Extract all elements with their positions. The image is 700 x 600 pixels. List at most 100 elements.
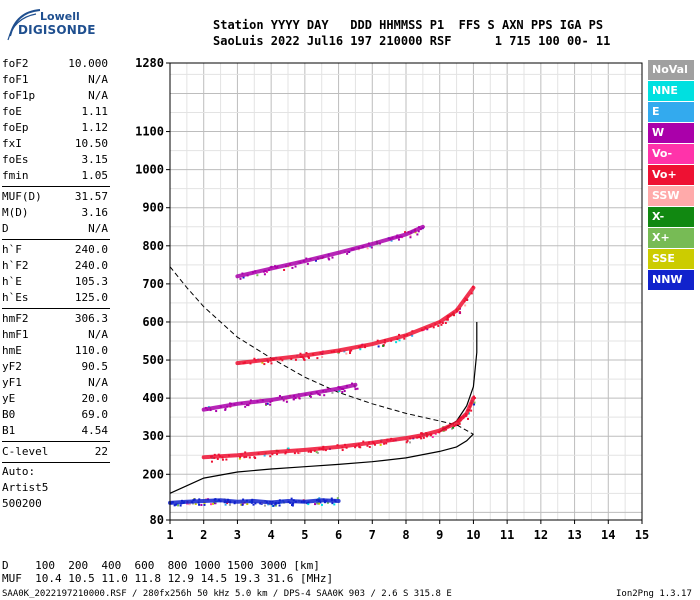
echo-point — [254, 502, 257, 505]
param-label: B0 — [2, 408, 16, 421]
echo-point — [263, 454, 266, 457]
param-label: C-level — [2, 445, 49, 458]
echo-point — [294, 358, 297, 361]
echo-point — [224, 408, 227, 411]
echo-point — [341, 449, 344, 452]
series-line-2 — [169, 266, 474, 435]
echo-point — [369, 245, 372, 248]
param-row: h`F2 240.0 — [2, 258, 110, 274]
echo-point — [291, 502, 294, 505]
echo-point — [285, 398, 288, 401]
echo-point — [244, 405, 247, 408]
series-line-0 — [169, 433, 474, 494]
echo-point — [416, 233, 419, 236]
autoscale-program: Artist5 — [2, 481, 49, 494]
echo-point — [331, 502, 334, 505]
echo-point — [292, 398, 295, 401]
echo-point — [316, 357, 319, 360]
echo-point — [210, 503, 213, 506]
series-line-6 — [235, 224, 425, 279]
x-tick-label: 10 — [466, 528, 480, 542]
param-value: 105.3 — [74, 275, 108, 288]
echo-point — [450, 427, 453, 430]
param-row: foF2 10.000 — [2, 56, 110, 72]
echo-point — [457, 424, 460, 427]
echo-point — [287, 447, 290, 450]
header-line-1: Station YYYY DAY DDD HHMMSS P1 FFS S AXN… — [213, 18, 604, 32]
chart-grid — [169, 63, 643, 520]
param-row: foF1 N/A — [2, 72, 110, 88]
param-label: fxI — [2, 137, 22, 150]
param-label: foEs — [2, 153, 29, 166]
param-row: foEs 3.15 — [2, 152, 110, 168]
echo-point — [242, 276, 245, 279]
param-label: h`Es — [2, 291, 29, 304]
echo-point — [179, 504, 182, 507]
y-tick-label: 1100 — [135, 125, 164, 139]
echo-point — [317, 502, 320, 505]
param-value: 1.05 — [81, 169, 109, 182]
param-value: 4.54 — [81, 424, 109, 437]
param-label: yF2 — [2, 360, 22, 373]
separator — [2, 186, 110, 189]
ionogram-chart: 1 2 3 4 5 6 7 8 9 10 11 12 13 14 158020030040050060070… — [135, 56, 649, 542]
echo-point — [397, 238, 400, 241]
echo-point — [284, 452, 287, 455]
echo-point — [362, 440, 365, 443]
param-label: foE — [2, 105, 22, 118]
param-value: 240.0 — [74, 259, 108, 272]
y-tick-label: 500 — [142, 353, 164, 367]
series-line-3 — [201, 396, 476, 460]
param-label: yE — [2, 392, 16, 405]
echo-point — [271, 453, 274, 456]
param-label: M(D) — [2, 206, 29, 219]
echo-point — [245, 455, 248, 458]
echo-point — [246, 503, 249, 506]
header-line-2: SaoLuis 2022 Jul16 197 210000 RSF 1 715 … — [213, 34, 611, 48]
echo-point — [398, 333, 401, 336]
echo-point — [253, 357, 256, 360]
echo-point — [221, 458, 224, 461]
echo-point — [177, 504, 180, 507]
echo-point — [274, 504, 277, 507]
distance-row: D 100 200 400 600 800 1000 1500 3000 [km… — [2, 559, 320, 572]
echo-point — [263, 273, 266, 276]
echo-point — [266, 402, 269, 405]
echo-point — [414, 231, 417, 234]
echo-point — [349, 352, 352, 355]
echo-point — [214, 502, 217, 505]
series-line-5 — [201, 382, 358, 412]
param-row: hmF1 N/A — [2, 327, 110, 343]
echo-point — [466, 417, 469, 420]
y-tick-label: 700 — [142, 277, 164, 291]
param-label: hmF2 — [2, 312, 29, 325]
echo-point — [238, 457, 241, 460]
param-value: 10.000 — [68, 57, 108, 70]
echo-point — [263, 363, 266, 366]
echo-point — [420, 432, 423, 435]
echo-point — [290, 497, 293, 500]
echo-point — [359, 348, 362, 351]
echo-point — [333, 503, 336, 506]
echo-point — [307, 356, 310, 359]
y-tick-label: 80 — [150, 513, 164, 527]
param-label: hmE — [2, 344, 22, 357]
param-value: N/A — [88, 222, 108, 235]
echo-point — [470, 292, 473, 295]
param-label: B1 — [2, 424, 16, 437]
echo-point — [256, 274, 259, 277]
echo-point — [294, 265, 297, 268]
series-line-1 — [439, 322, 478, 433]
echo-point — [305, 352, 308, 355]
echo-point — [283, 268, 286, 271]
echo-point — [373, 443, 376, 446]
param-value: 306.3 — [74, 312, 108, 325]
param-row: foE 1.11 — [2, 104, 110, 120]
param-row: hmE 110.0 — [2, 343, 110, 359]
echo-point — [466, 298, 469, 301]
echo-point — [420, 437, 423, 440]
legend-item-noval: NoVal — [648, 60, 694, 80]
echo-point — [441, 321, 444, 324]
echo-point — [405, 441, 408, 444]
echo-point — [210, 460, 213, 463]
